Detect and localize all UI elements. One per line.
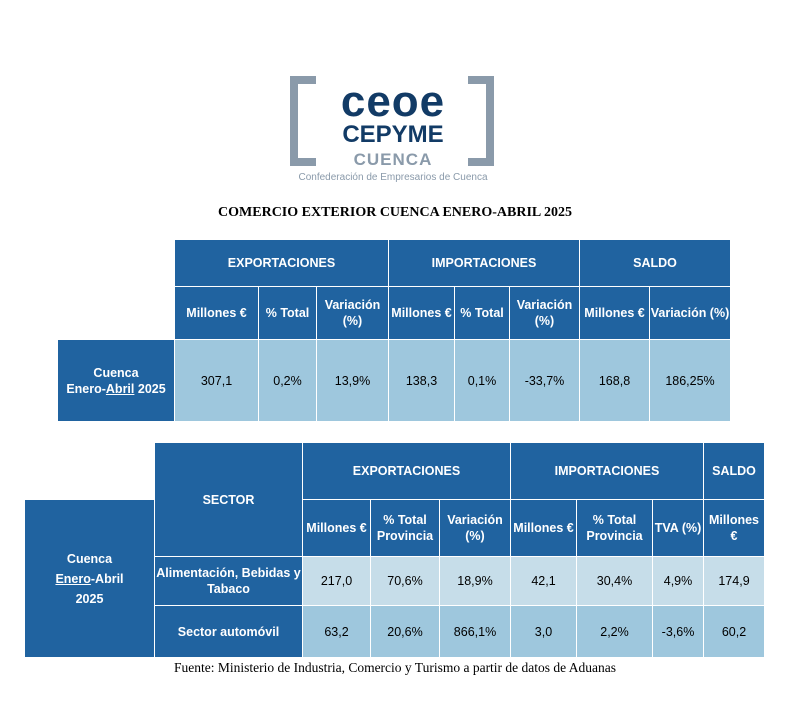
t2-row-exp-variacion: 866,1%: [440, 606, 511, 658]
t2-row-imp-tva: -3,6%: [653, 606, 704, 658]
t1-row-label-abril: Abril: [105, 381, 135, 396]
t1-sub-saldo-millones: Millones €: [580, 287, 650, 340]
t1-exp-millones: 307,1: [175, 340, 259, 422]
t1-sub-imp-variacion: Variación (%): [510, 287, 580, 340]
t2-sub-imp-tva: TVA (%): [653, 500, 704, 557]
t2-row-imp-tva: 4,9%: [653, 557, 704, 606]
t2-row-exp-variacion: 18,9%: [440, 557, 511, 606]
t2-row-imp-total: 2,2%: [577, 606, 653, 658]
t1-imp-variacion: -33,7%: [510, 340, 580, 422]
t1-row-label-post: 2025: [134, 381, 166, 396]
t2-sub-imp-millones: Millones €: [511, 500, 577, 557]
t2-side-label-enero: Enero: [55, 571, 91, 586]
t1-sub-exp-total: % Total: [259, 287, 317, 340]
t2-row-exp-millones: 63,2: [303, 606, 371, 658]
t1-saldo-variacion: 186,25%: [650, 340, 731, 422]
logo-tagline: Confederación de Empresarios de Cuenca: [298, 172, 488, 183]
t1-row-label: Cuenca Enero-Abril 2025: [58, 340, 175, 422]
source-note: Fuente: Ministerio de Industria, Comerci…: [173, 660, 617, 675]
t1-saldo-millones: 168,8: [580, 340, 650, 422]
t2-imports-header: IMPORTACIONES: [511, 443, 704, 500]
logo-cepyme-text: CEPYME: [342, 121, 444, 148]
t2-side-label-line1: Cuenca: [66, 551, 113, 566]
t1-sub-saldo-variacion: Variación (%): [650, 287, 731, 340]
document-title: COMERCIO EXTERIOR CUENCA ENERO-ABRIL 202…: [218, 205, 572, 220]
t2-row-imp-millones: 3,0: [511, 606, 577, 658]
logo-bracket-right: [468, 76, 494, 166]
t1-imp-total: 0,1%: [455, 340, 510, 422]
t1-sub-imp-total: % Total: [455, 287, 510, 340]
t2-row-imp-millones: 42,1: [511, 557, 577, 606]
t1-sub-exp-millones: Millones €: [175, 287, 259, 340]
t1-exp-total: 0,2%: [259, 340, 317, 422]
t1-imp-millones: 138,3: [389, 340, 455, 422]
t2-row-sector: Alimentación, Bebidas y Tabaco: [155, 557, 303, 606]
t1-sub-exp-variacion: Variación (%): [317, 287, 389, 340]
t2-row-exp-millones: 217,0: [303, 557, 371, 606]
t1-exp-variacion: 13,9%: [317, 340, 389, 422]
t2-exports-header: EXPORTACIONES: [303, 443, 511, 500]
logo-cuenca-text: CUENCA: [353, 150, 433, 169]
t2-sector-header: SECTOR: [155, 443, 303, 557]
t2-sub-saldo-millones: Millones €: [704, 500, 765, 557]
t1-saldo-header: SALDO: [580, 240, 731, 287]
ceoe-cepyme-logo: ceoe CEPYME CUENCA Confederación de Empr…: [290, 76, 496, 188]
logo-ceoe-text: ceoe: [340, 77, 446, 126]
t2-sub-exp-variacion: Variación (%): [440, 500, 511, 557]
logo-bracket-left: [290, 76, 316, 166]
t2-sub-exp-total: % Total Provincia: [371, 500, 440, 557]
t2-side-label: Cuenca Enero-Abril 2025: [25, 500, 155, 658]
t2-row-imp-total: 30,4%: [577, 557, 653, 606]
t1-imports-header: IMPORTACIONES: [389, 240, 580, 287]
t2-row-sector: Sector automóvil: [155, 606, 303, 658]
t1-row-label-line2: Enero-Abril 2025: [66, 381, 165, 397]
t2-side-label-line3: 2025: [75, 591, 104, 606]
t2-sub-imp-total: % Total Provincia: [577, 500, 653, 557]
t2-side-label-post: -Abril: [90, 571, 124, 586]
t1-row-label-pre: Enero-: [66, 381, 106, 396]
t1-exports-header: EXPORTACIONES: [175, 240, 389, 287]
t2-row-exp-total: 70,6%: [371, 557, 440, 606]
t1-row-label-line1: Cuenca: [93, 365, 139, 380]
t2-side-label-line2: Enero-Abril: [55, 569, 123, 589]
t2-saldo-header: SALDO: [704, 443, 765, 500]
t1-sub-imp-millones: Millones €: [389, 287, 455, 340]
t2-sub-exp-millones: Millones €: [303, 500, 371, 557]
t2-row-saldo-millones: 174,9: [704, 557, 765, 606]
t2-row-exp-total: 20,6%: [371, 606, 440, 658]
t2-row-saldo-millones: 60,2: [704, 606, 765, 658]
